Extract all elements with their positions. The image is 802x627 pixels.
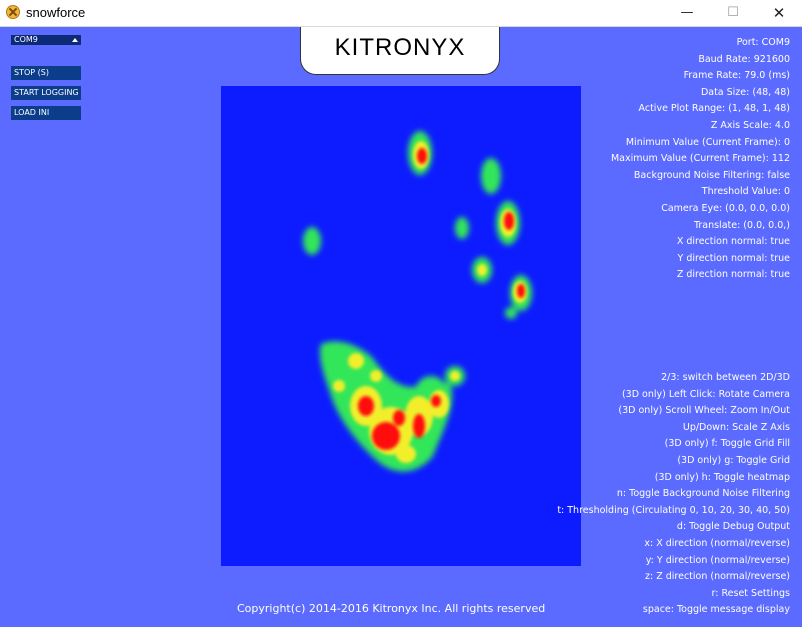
info-threshold: Threshold Value: 0 xyxy=(701,186,790,198)
port-select[interactable]: COM9 xyxy=(11,35,81,45)
heatmap-canvas xyxy=(303,131,532,472)
info-z-scale: Z Axis Scale: 4.0 xyxy=(710,119,790,131)
info-port: Port: COM9 xyxy=(736,37,790,48)
stop-button[interactable]: STOP (S) xyxy=(11,66,81,80)
info-plot-range: Active Plot Range: (1, 48, 1, 48) xyxy=(638,103,790,115)
kitronyx-logo: KITRONYX xyxy=(300,27,500,75)
help-line: t: Thresholding (Circulating 0, 10, 20, … xyxy=(557,504,790,516)
app-icon xyxy=(6,5,20,19)
help-line: y: Y direction (normal/reverse) xyxy=(645,554,790,566)
start-logging-button[interactable]: START LOGGING xyxy=(11,86,81,100)
info-max-value: Maximum Value (Current Frame): 112 xyxy=(610,153,790,165)
info-frame-rate: Frame Rate: 79.0 (ms) xyxy=(683,70,790,82)
help-line: (3D only) Left Click: Rotate Camera xyxy=(621,388,790,400)
help-line: (3D only) g: Toggle Grid xyxy=(677,454,790,466)
port-select-value: COM9 xyxy=(14,35,38,44)
info-min-value: Minimum Value (Current Frame): 0 xyxy=(625,136,790,148)
help-line: space: Toggle message display xyxy=(642,604,790,616)
help-line: r: Reset Settings xyxy=(711,587,790,599)
chevron-up-icon xyxy=(72,38,78,42)
info-y-direction: Y direction normal: true xyxy=(677,252,790,264)
help-line: (3D only) h: Toggle heatmap xyxy=(654,471,790,483)
info-camera-eye: Camera Eye: (0.0, 0.0, 0.0) xyxy=(661,202,790,214)
maximize-button[interactable]: ☐ xyxy=(727,5,739,20)
help-line: (3D only) f: Toggle Grid Fill xyxy=(664,438,790,450)
help-line: n: Toggle Background Noise Filtering xyxy=(616,488,790,500)
close-button[interactable]: ✕ xyxy=(772,4,786,22)
help-line: x: X direction (normal/reverse) xyxy=(644,537,790,549)
info-baud-rate: Baud Rate: 921600 xyxy=(698,53,790,65)
info-z-direction: Z direction normal: true xyxy=(676,269,790,281)
keyboard-help-panel: 2/3: switch between 2D/3D (3D only) Left… xyxy=(557,370,790,619)
info-data-size: Data Size: (48, 48) xyxy=(700,86,790,98)
window-titlebar: snowforce — ☐ ✕ xyxy=(0,0,802,27)
help-line: (3D only) Scroll Wheel: Zoom In/Out xyxy=(618,405,790,417)
pressure-heatmap[interactable] xyxy=(221,86,581,566)
info-translate: Translate: (0.0, 0.0,) xyxy=(693,219,790,231)
copyright-text: Copyright(c) 2014-2016 Kitronyx Inc. All… xyxy=(237,602,546,615)
status-info-panel: Port: COM9 Baud Rate: 921600 Frame Rate:… xyxy=(611,35,790,284)
help-line: 2/3: switch between 2D/3D xyxy=(661,372,790,383)
help-line: Up/Down: Scale Z Axis xyxy=(682,421,790,433)
window-title: snowforce xyxy=(26,5,86,20)
load-ini-button[interactable]: LOAD INI xyxy=(11,106,81,120)
help-line: z: Z direction (normal/reverse) xyxy=(645,571,790,583)
heat-high-layer xyxy=(358,148,525,450)
help-line: d: Toggle Debug Output xyxy=(676,521,790,533)
minimize-button[interactable]: — xyxy=(680,5,694,20)
info-x-direction: X direction normal: true xyxy=(676,236,790,248)
info-noise-filtering: Background Noise Filtering: false xyxy=(633,169,790,181)
